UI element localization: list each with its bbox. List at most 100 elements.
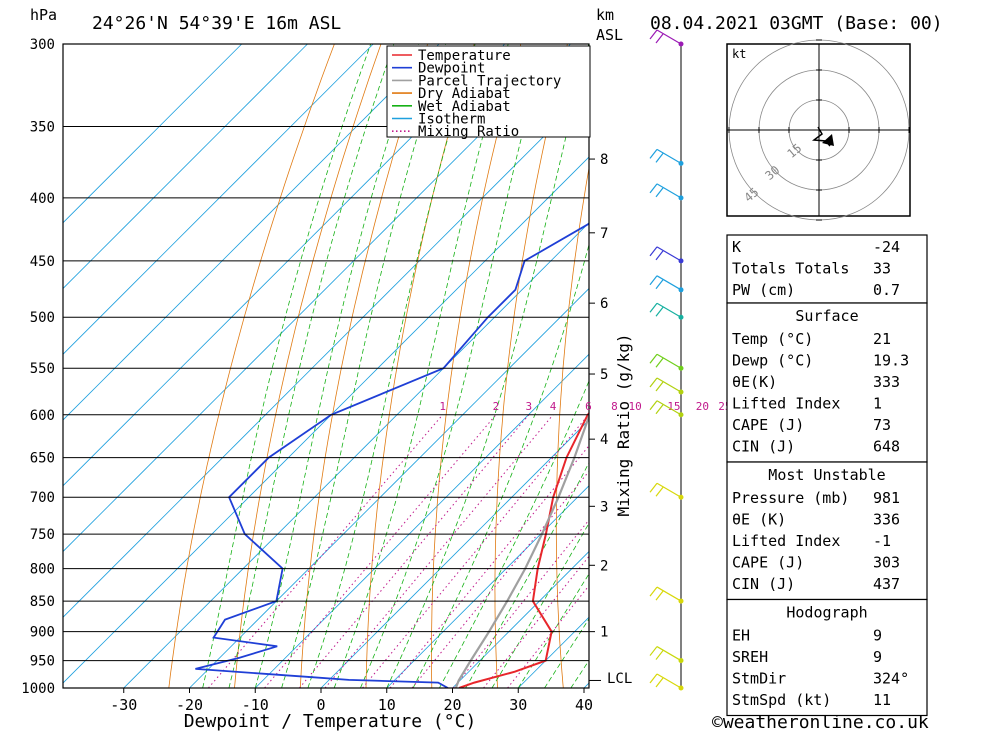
hodograph-indices-title: Hodograph — [786, 604, 867, 622]
pressure-tick-label: 350 — [30, 119, 55, 135]
mixing-ratio-label: 4 — [550, 400, 557, 413]
hodograph-indices-label: StmSpd (kt) — [732, 691, 831, 709]
pressure-tick-label: 900 — [30, 625, 55, 641]
wind-barb — [649, 148, 684, 166]
temperature-tick-label: -20 — [176, 696, 203, 714]
km-tick-label: 3 — [600, 499, 608, 515]
temperature-tick-label: -10 — [242, 696, 269, 714]
isotherm-line — [63, 90, 589, 618]
index-label: PW (cm) — [732, 281, 795, 299]
mixing-ratio-label: 2 — [493, 400, 500, 413]
pressure-tick-label: 650 — [30, 451, 55, 467]
wind-barb — [649, 353, 684, 371]
dry-adiabat-line — [938, 44, 1000, 688]
most-unstable-value: 437 — [873, 575, 900, 593]
isotherm-line — [63, 44, 506, 487]
pressure-tick-label: 550 — [30, 361, 55, 377]
pressure-tick-label: 400 — [30, 191, 55, 207]
parcel-trajectory-line — [454, 412, 589, 688]
index-label: Totals Totals — [732, 260, 849, 278]
most-unstable-label: CAPE (J) — [732, 554, 804, 572]
surface-value: 21 — [873, 330, 891, 348]
surface-title: Surface — [795, 307, 858, 325]
pressure-tick-label: 800 — [30, 562, 55, 578]
km-unit: km — [596, 6, 614, 24]
wind-barb — [649, 673, 684, 691]
index-label: K — [732, 238, 741, 256]
mixing-ratio-axis-label: Mixing Ratio (g/kg) — [614, 333, 633, 516]
mixing-ratio-label: 20 — [696, 400, 709, 413]
km-tick-label: 1 — [600, 625, 608, 641]
index-value: 0.7 — [873, 281, 900, 299]
temperature-tick-label: 40 — [575, 696, 593, 714]
wet-adiabat-line — [465, 461, 589, 688]
temperature-line — [458, 411, 589, 688]
legend-box — [386, 45, 591, 138]
km-tick-label: 4 — [600, 432, 608, 448]
index-value: 33 — [873, 260, 891, 278]
dry-adiabat-line — [673, 44, 707, 688]
wet-adiabat-line — [360, 44, 547, 688]
most-unstable-value: 336 — [873, 511, 900, 529]
mixing-ratio-label: 3 — [526, 400, 533, 413]
isotherm-line — [254, 353, 589, 688]
hodograph-indices-value: 324° — [873, 670, 909, 688]
x-axis-label: Dewpoint / Temperature (°C) — [184, 711, 477, 732]
indices-panel: K -24 Totals Totals 33 PW (cm) 0.7 Surface Temp… — [726, 234, 928, 717]
isotherm-line — [452, 550, 589, 688]
isotherm-line — [320, 419, 589, 688]
mixing-ratio-label: 1 — [439, 400, 446, 413]
general-indices-box — [726, 234, 928, 304]
most-unstable-label: Pressure (mb) — [732, 489, 849, 507]
mixing-ratio-labels: 1 2 3 4 6 8 10 15 20 25 — [439, 400, 731, 413]
wet-adiabat-line — [228, 44, 395, 688]
surface-label: Temp (°C) — [732, 330, 813, 348]
wind-barb — [649, 400, 684, 418]
mixing-ratio-line — [411, 470, 589, 688]
hodograph-indices-value: 11 — [873, 691, 891, 709]
surface-value: 333 — [873, 373, 900, 391]
mixing-ratio-line — [324, 414, 554, 688]
isotherm-line — [63, 156, 589, 684]
hodograph-indices-value: 9 — [873, 648, 882, 666]
isotherm-line — [63, 44, 374, 355]
mixing-ratio-line — [483, 555, 589, 688]
mixing-ratio-line — [362, 414, 589, 688]
legend-label: Dewpoint — [418, 61, 485, 77]
most-unstable-label: CIN (J) — [732, 575, 795, 593]
most-unstable-label: Lifted Index — [732, 532, 840, 550]
pressure-unit: hPa — [30, 6, 57, 24]
isotherm-line — [63, 44, 571, 553]
most-unstable-box — [726, 461, 928, 601]
isotherm-line — [386, 485, 589, 688]
dry-adiabat-line — [168, 44, 335, 688]
surface-value: 1 — [873, 395, 882, 413]
surface-label: θE(K) — [732, 373, 777, 391]
storm-motion-marker — [822, 134, 834, 146]
index-value: -24 — [873, 238, 900, 256]
wind-barb — [649, 377, 684, 395]
pressure-tick-label: 700 — [30, 490, 55, 506]
pressure-tick-label: 450 — [30, 254, 55, 270]
wet-adiabat-line — [412, 243, 589, 688]
dry-adiabat-line — [494, 44, 568, 688]
legend-label: Isotherm — [418, 112, 485, 128]
surface-value: 19.3 — [873, 352, 909, 370]
temperature-tick-label: 0 — [316, 696, 325, 714]
surface-value: 73 — [873, 416, 891, 434]
wet-adiabat-line — [307, 44, 476, 688]
surface-label: Dewp (°C) — [732, 352, 813, 370]
wind-barb — [649, 275, 684, 293]
pressure-tick-label: 500 — [30, 310, 55, 326]
pressure-tick-label: 300 — [30, 37, 55, 53]
wet-adiabat-line — [333, 44, 509, 688]
datetime-title: 08.04.2021 03GMT (Base: 00) — [650, 13, 943, 34]
mixing-ratio-line — [452, 519, 589, 688]
km-tick-label: 8 — [600, 152, 608, 168]
hodograph-indices-label: StmDir — [732, 670, 786, 688]
temperature-tick-label: 20 — [443, 696, 461, 714]
wind-barb — [649, 183, 684, 201]
hodograph-indices-value: 9 — [873, 627, 882, 645]
pressure-tick-label: 750 — [30, 527, 55, 543]
